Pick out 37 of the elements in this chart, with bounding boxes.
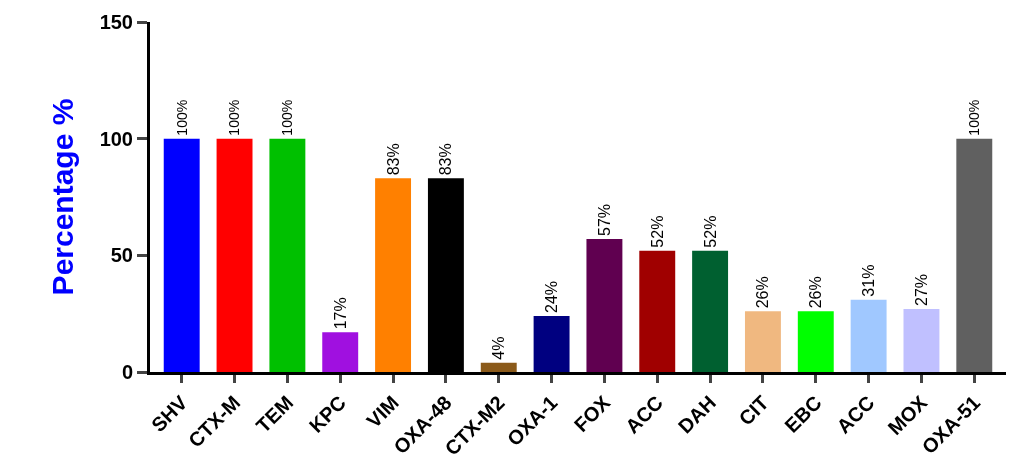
bar bbox=[269, 138, 306, 372]
bar bbox=[163, 138, 200, 372]
data-label: 100% bbox=[173, 99, 190, 136]
y-axis-title: Percentage % bbox=[45, 98, 79, 296]
data-label: 17% bbox=[331, 297, 349, 330]
data-label: 100% bbox=[279, 99, 296, 136]
data-label: 57% bbox=[595, 203, 613, 236]
bar bbox=[850, 299, 887, 372]
data-label: 26% bbox=[754, 276, 772, 309]
bar bbox=[744, 311, 781, 372]
x-tick-label: CIT bbox=[734, 391, 773, 430]
bar bbox=[797, 311, 834, 372]
bar bbox=[375, 178, 412, 372]
data-label: 100% bbox=[966, 99, 983, 136]
bar bbox=[692, 250, 729, 372]
y-tick-label: 100 bbox=[99, 127, 133, 150]
data-label: 31% bbox=[860, 264, 878, 297]
bar bbox=[322, 332, 359, 372]
data-label: 100% bbox=[226, 99, 243, 136]
bar bbox=[639, 250, 676, 372]
y-tick-label: 50 bbox=[110, 244, 133, 267]
data-label: 52% bbox=[648, 215, 666, 248]
data-label: 83% bbox=[384, 143, 402, 176]
data-label: 4% bbox=[490, 336, 508, 360]
y-tick-label: 0 bbox=[121, 361, 133, 383]
data-label: 83% bbox=[437, 143, 455, 176]
data-label: 52% bbox=[701, 215, 719, 248]
bar bbox=[956, 138, 993, 372]
y-tick-label: 150 bbox=[99, 11, 133, 33]
bar bbox=[480, 362, 517, 372]
data-label: 24% bbox=[543, 280, 561, 313]
bar bbox=[533, 316, 570, 372]
bar bbox=[216, 138, 253, 372]
bar bbox=[903, 309, 940, 372]
data-label: 27% bbox=[912, 273, 930, 306]
bar bbox=[586, 239, 623, 372]
data-label: 26% bbox=[807, 276, 825, 309]
